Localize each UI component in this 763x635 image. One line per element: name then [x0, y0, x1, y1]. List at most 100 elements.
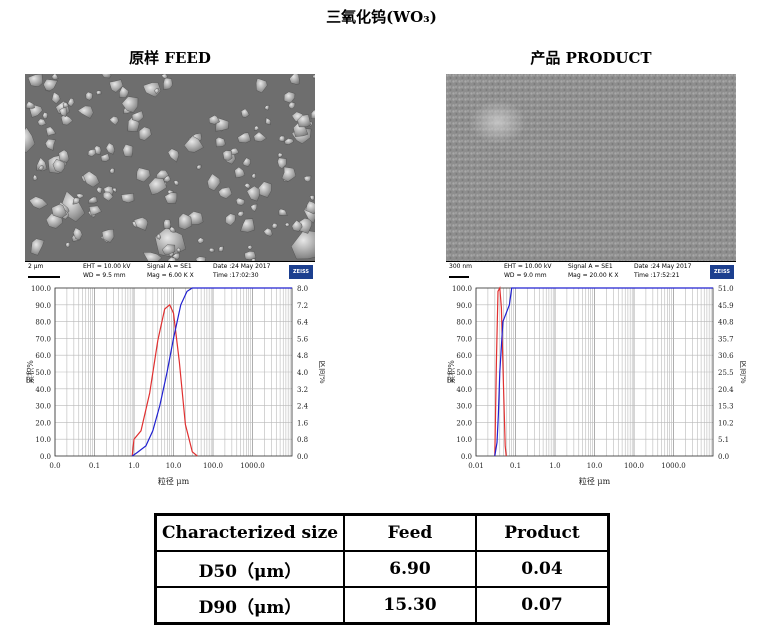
feed-wd: WD = 9.5 mm	[83, 272, 126, 279]
sem-particle	[52, 158, 66, 173]
sem-particle	[88, 205, 102, 216]
sem-particle	[163, 77, 173, 90]
sem-particle	[51, 91, 61, 105]
product-ytick-left: 100.0	[452, 285, 472, 293]
zeiss-logo: ZEISS	[710, 265, 734, 279]
sem-particle	[105, 142, 115, 155]
sem-particle	[58, 149, 70, 163]
feed-ylabel-right: 区间%	[318, 360, 325, 384]
sem-particle	[197, 237, 205, 244]
product-ylabel-right: 区间%	[739, 360, 746, 384]
sem-particle	[32, 174, 38, 181]
product-frequency-line	[494, 285, 507, 457]
table-cell: 0.07	[475, 586, 610, 625]
sem-particle	[102, 191, 114, 202]
product-eht: EHT = 10.00 kV	[504, 263, 552, 270]
feed-ytick-left: 70.0	[35, 335, 51, 343]
table-cell: D50（μm）	[154, 550, 345, 588]
sem-particle	[277, 157, 287, 169]
feed-ytick-right: 2.4	[297, 403, 309, 411]
sem-particle	[291, 229, 315, 260]
product-xtick: 1.0	[549, 462, 560, 470]
sem-particle	[244, 182, 251, 189]
product-date: Date :24 May 2017	[634, 263, 692, 270]
feed-xtick: 1.0	[128, 462, 139, 470]
sem-particle	[43, 79, 58, 91]
feed-xtick: 100.0	[203, 462, 223, 470]
sem-particle	[38, 165, 44, 171]
table-row: D90（μm） 15.30 0.07	[154, 586, 610, 625]
product-ytick-left: 10.0	[456, 436, 472, 444]
sem-particle	[281, 166, 297, 182]
feed-scale-label: 2 µm	[28, 263, 44, 270]
feed-ytick-right: 4.8	[297, 352, 308, 360]
sem-particle	[218, 245, 224, 252]
product-ytick-right: 30.6	[718, 352, 734, 360]
product-sem-image: 300 nm EHT = 10.00 kV WD = 9.0 mm Signal…	[446, 74, 736, 282]
sem-particle	[163, 219, 172, 230]
product-ytick-right: 5.1	[718, 436, 729, 444]
sem-particle	[45, 138, 56, 151]
sem-particle	[176, 247, 181, 253]
sem-particle	[284, 222, 290, 228]
feed-xtick: 1000.0	[240, 462, 265, 470]
sem-particle	[218, 186, 233, 199]
sem-particle	[225, 213, 237, 226]
table-cell: 0.04	[475, 550, 610, 588]
table-header-cell: Characterized size	[154, 513, 345, 552]
sem-particle	[305, 200, 315, 215]
sem-particle	[25, 101, 35, 109]
sem-particle	[164, 192, 178, 204]
table-cell: D90（μm）	[154, 586, 345, 625]
sem-particle	[122, 144, 134, 158]
sem-particle	[138, 126, 152, 141]
size-table: Characterized size Feed Product D50（μm） …	[154, 513, 610, 625]
feed-ytick-left: 80.0	[35, 319, 51, 327]
product-wd: WD = 9.0 mm	[504, 272, 547, 279]
sem-particle	[119, 85, 129, 99]
product-ytick-left: 90.0	[456, 302, 472, 310]
feed-ytick-right: 0.0	[297, 453, 308, 461]
sem-particle	[288, 101, 296, 110]
feed-time: Time :17:02:30	[213, 272, 259, 279]
sem-particle	[45, 126, 57, 137]
product-ytick-right: 20.4	[718, 386, 734, 394]
sem-particle	[310, 109, 315, 120]
product-ytick-right: 10.2	[718, 419, 734, 427]
sem-particle	[278, 135, 286, 142]
sem-particle	[77, 105, 94, 119]
sem-particle	[109, 116, 119, 126]
sem-particle	[244, 251, 257, 261]
product-xtick: 100.0	[624, 462, 644, 470]
product-sem-texture	[446, 74, 736, 262]
product-ytick-left: 70.0	[456, 335, 472, 343]
product-ytick-right: 35.7	[718, 335, 734, 343]
sem-particle	[29, 196, 49, 210]
product-ytick-right: 51.0	[718, 285, 734, 293]
product-ytick-right: 15.3	[718, 403, 734, 411]
sem-particle	[247, 245, 253, 250]
product-xtick: 0.01	[468, 462, 484, 470]
feed-ytick-right: 8.0	[297, 285, 308, 293]
table-cell: 15.30	[343, 586, 477, 625]
sem-particle	[237, 132, 252, 144]
table-header-row: Characterized size Feed Product	[154, 513, 610, 552]
product-ylabel-left: 累积%	[446, 360, 456, 384]
product-ytick-left: 80.0	[456, 319, 472, 327]
sem-particle	[284, 138, 294, 145]
sem-particle	[85, 91, 93, 101]
sem-particle	[155, 169, 169, 180]
sem-particle	[109, 79, 124, 93]
feed-ytick-left: 30.0	[35, 403, 51, 411]
product-ytick-left: 0.0	[461, 453, 472, 461]
sem-particle	[253, 131, 267, 143]
sem-particle	[156, 233, 162, 240]
feed-ytick-left: 0.0	[40, 453, 51, 461]
sem-particle	[100, 153, 110, 162]
feed-ytick-right: 0.8	[297, 436, 308, 444]
feed-ytick-right: 7.2	[297, 302, 308, 310]
table-header-cell: Product	[475, 513, 610, 552]
product-mag: Mag = 20.00 K X	[568, 272, 619, 279]
feed-date: Date :24 May 2017	[213, 263, 271, 270]
sem-particle	[178, 213, 193, 230]
